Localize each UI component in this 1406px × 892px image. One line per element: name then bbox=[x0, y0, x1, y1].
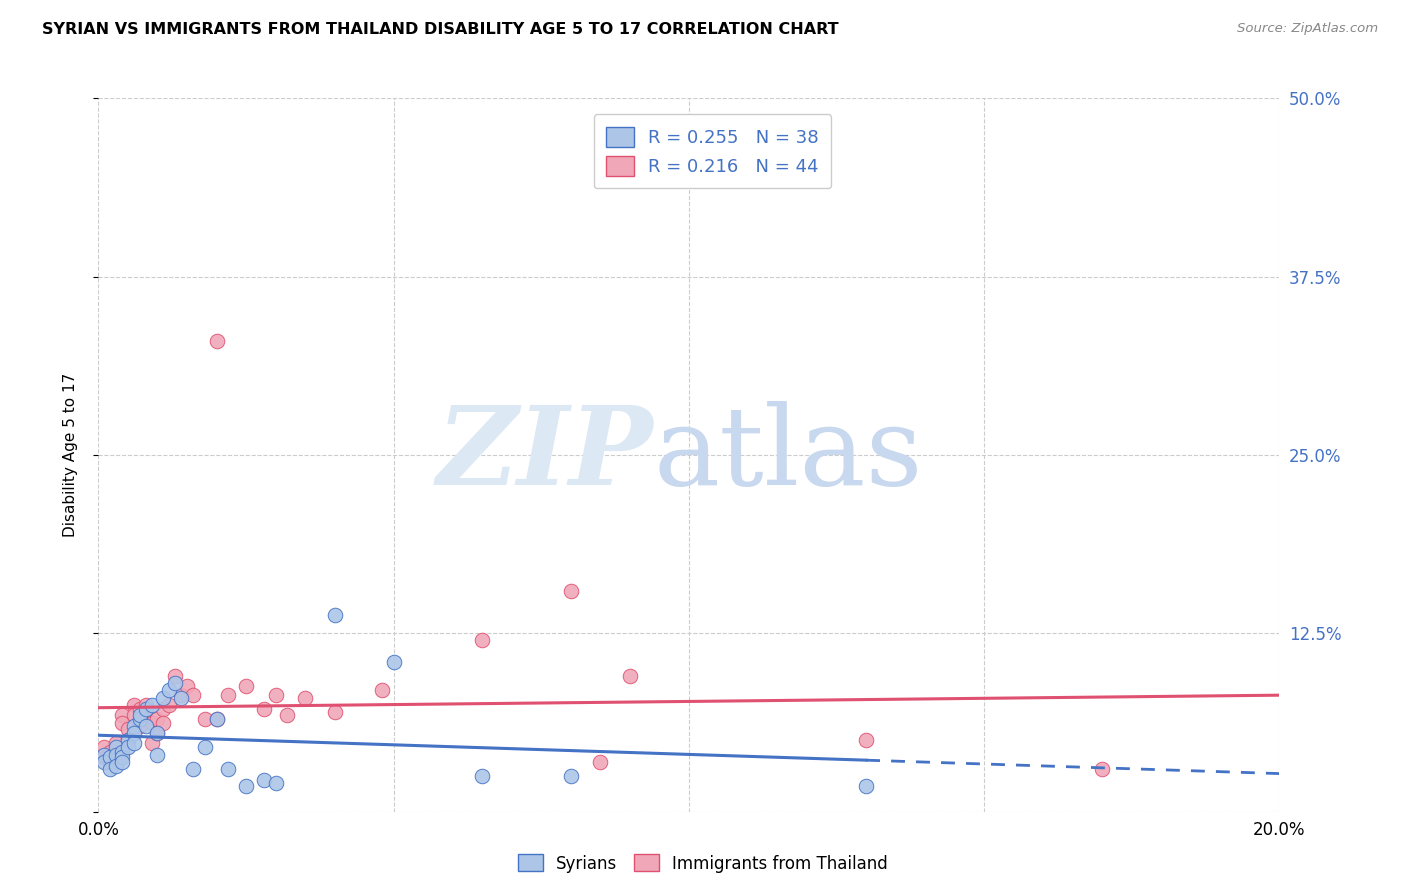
Point bbox=[264, 776, 287, 790]
Point bbox=[1091, 762, 1114, 776]
Point bbox=[253, 702, 276, 716]
Point bbox=[141, 698, 163, 712]
Text: ZIP: ZIP bbox=[437, 401, 654, 508]
Point bbox=[235, 679, 257, 693]
Point bbox=[105, 759, 128, 773]
Point bbox=[105, 740, 128, 755]
Point bbox=[122, 707, 145, 722]
Point bbox=[105, 750, 128, 764]
Point bbox=[111, 745, 134, 759]
Point bbox=[122, 736, 145, 750]
Point bbox=[181, 762, 204, 776]
Legend: Syrians, Immigrants from Thailand: Syrians, Immigrants from Thailand bbox=[512, 847, 894, 880]
Point bbox=[93, 740, 115, 755]
Point bbox=[135, 698, 157, 712]
Point bbox=[619, 669, 641, 683]
Point bbox=[152, 716, 174, 731]
Point bbox=[276, 707, 298, 722]
Point bbox=[146, 726, 169, 740]
Point bbox=[323, 607, 346, 622]
Point bbox=[152, 702, 174, 716]
Point bbox=[111, 707, 134, 722]
Point bbox=[98, 762, 121, 776]
Text: SYRIAN VS IMMIGRANTS FROM THAILAND DISABILITY AGE 5 TO 17 CORRELATION CHART: SYRIAN VS IMMIGRANTS FROM THAILAND DISAB… bbox=[42, 22, 839, 37]
Point bbox=[105, 736, 128, 750]
Point bbox=[471, 769, 494, 783]
Point bbox=[253, 773, 276, 788]
Point bbox=[146, 726, 169, 740]
Point bbox=[122, 698, 145, 712]
Point bbox=[294, 690, 316, 705]
Text: Source: ZipAtlas.com: Source: ZipAtlas.com bbox=[1237, 22, 1378, 36]
Point bbox=[217, 688, 239, 702]
Point bbox=[170, 690, 193, 705]
Point bbox=[122, 726, 145, 740]
Point bbox=[141, 716, 163, 731]
Point bbox=[194, 712, 217, 726]
Point bbox=[135, 719, 157, 733]
Point bbox=[170, 688, 193, 702]
Point bbox=[165, 669, 187, 683]
Point bbox=[128, 702, 150, 716]
Text: atlas: atlas bbox=[654, 401, 924, 508]
Point bbox=[105, 747, 128, 762]
Point bbox=[98, 750, 121, 764]
Point bbox=[264, 688, 287, 702]
Point bbox=[117, 733, 139, 747]
Point bbox=[146, 712, 169, 726]
Point bbox=[323, 705, 346, 719]
Point bbox=[589, 755, 612, 769]
Point bbox=[98, 755, 121, 769]
Point bbox=[382, 655, 405, 669]
Point bbox=[111, 716, 134, 731]
Point bbox=[560, 583, 582, 598]
Point bbox=[122, 719, 145, 733]
Point bbox=[205, 712, 228, 726]
Point bbox=[135, 702, 157, 716]
Point bbox=[235, 779, 257, 793]
Point bbox=[93, 750, 115, 764]
Point bbox=[128, 707, 150, 722]
Point bbox=[181, 688, 204, 702]
Point bbox=[217, 762, 239, 776]
Point bbox=[117, 740, 139, 755]
Point bbox=[93, 755, 115, 769]
Point bbox=[111, 755, 134, 769]
Point bbox=[194, 740, 217, 755]
Point bbox=[117, 733, 139, 747]
Y-axis label: Disability Age 5 to 17: Disability Age 5 to 17 bbox=[63, 373, 77, 537]
Point bbox=[205, 712, 228, 726]
Point bbox=[93, 747, 115, 762]
Point bbox=[157, 683, 180, 698]
Point bbox=[128, 712, 150, 726]
Point bbox=[152, 690, 174, 705]
Point bbox=[135, 712, 157, 726]
Point bbox=[146, 747, 169, 762]
Point bbox=[855, 733, 877, 747]
Point bbox=[855, 779, 877, 793]
Point bbox=[157, 698, 180, 712]
Point bbox=[98, 745, 121, 759]
Point bbox=[111, 750, 134, 764]
Point bbox=[117, 722, 139, 736]
Point bbox=[128, 719, 150, 733]
Point bbox=[560, 769, 582, 783]
Point bbox=[176, 679, 198, 693]
Legend: R = 0.255   N = 38, R = 0.216   N = 44: R = 0.255 N = 38, R = 0.216 N = 44 bbox=[593, 114, 831, 188]
Point bbox=[471, 633, 494, 648]
Point bbox=[205, 334, 228, 348]
Point bbox=[141, 736, 163, 750]
Point bbox=[371, 683, 394, 698]
Point bbox=[165, 676, 187, 690]
